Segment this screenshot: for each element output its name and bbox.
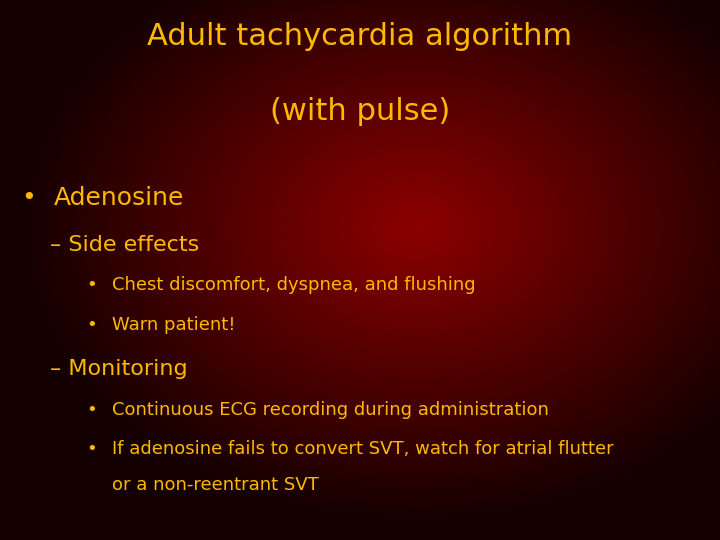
Text: •: • bbox=[86, 276, 97, 294]
Text: – Monitoring: – Monitoring bbox=[50, 359, 188, 379]
Text: •: • bbox=[86, 316, 97, 334]
Text: •: • bbox=[86, 401, 97, 418]
Text: Continuous ECG recording during administration: Continuous ECG recording during administ… bbox=[112, 401, 549, 418]
Text: Adult tachycardia algorithm: Adult tachycardia algorithm bbox=[148, 22, 572, 51]
Text: Warn patient!: Warn patient! bbox=[112, 316, 235, 334]
Text: If adenosine fails to convert SVT, watch for atrial flutter: If adenosine fails to convert SVT, watch… bbox=[112, 440, 613, 458]
Text: – Side effects: – Side effects bbox=[50, 235, 199, 255]
Text: (with pulse): (with pulse) bbox=[270, 97, 450, 126]
Text: Adenosine: Adenosine bbox=[54, 186, 184, 210]
Text: •: • bbox=[86, 440, 97, 458]
Text: Chest discomfort, dyspnea, and flushing: Chest discomfort, dyspnea, and flushing bbox=[112, 276, 475, 294]
Text: •: • bbox=[22, 186, 36, 210]
Text: or a non-reentrant SVT: or a non-reentrant SVT bbox=[112, 476, 318, 494]
